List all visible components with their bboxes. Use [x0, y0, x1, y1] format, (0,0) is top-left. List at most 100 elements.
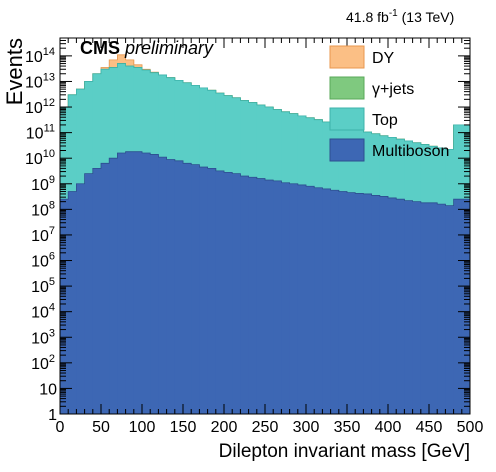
- histogram-bar: [347, 192, 356, 414]
- x-tick-label: 250: [252, 419, 279, 436]
- legend-swatch-multiboson: [329, 138, 365, 162]
- histogram-bar: [338, 191, 348, 414]
- histogram-bar: [429, 202, 438, 414]
- y-tick-label: 10: [39, 381, 57, 398]
- histogram-bar: [199, 167, 208, 414]
- legend: DY γ+jets Top Multiboson: [329, 45, 449, 162]
- histogram-bar: [412, 201, 422, 414]
- histogram-bar: [183, 163, 192, 414]
- histogram-bar: [461, 199, 471, 414]
- histogram-bar: [92, 168, 102, 414]
- x-axis-title: Dilepton invariant mass [GeV]: [219, 441, 470, 462]
- histogram-bar: [150, 154, 159, 414]
- histogram-bar: [265, 180, 274, 414]
- histogram-bar: [207, 168, 217, 414]
- histogram-bar: [117, 152, 126, 415]
- histogram-bar: [453, 199, 463, 414]
- x-tick-label: 400: [375, 419, 402, 436]
- x-tick-label: 50: [92, 419, 110, 436]
- cms-label: CMS preliminary: [80, 38, 214, 58]
- histogram-bar: [379, 196, 389, 414]
- y-tick-label: 108: [31, 199, 55, 219]
- lumi-exponent: -1: [389, 8, 398, 19]
- x-tick-label: 350: [334, 419, 361, 436]
- stack-outline: [60, 63, 470, 150]
- lumi-label: 41.8 fb-1 (13 TeV): [346, 8, 454, 25]
- y-tick-label: 107: [31, 225, 55, 245]
- y-tick-label: 1011: [26, 123, 55, 143]
- y-tick-label: 109: [31, 174, 55, 194]
- histogram-bar: [191, 164, 200, 414]
- y-tick-label: 1014: [25, 46, 55, 66]
- histogram-bar: [297, 184, 307, 414]
- histogram-bar: [314, 187, 323, 414]
- y-tick-label: 105: [31, 276, 55, 296]
- x-tick-label: 0: [56, 419, 65, 436]
- histogram-bar: [330, 190, 340, 414]
- legend-swatch-dy: [329, 45, 365, 69]
- histogram-bar: [306, 186, 315, 414]
- y-tick-label: 1012: [25, 97, 55, 117]
- legend-label-multiboson: Multiboson: [372, 143, 449, 160]
- histogram-bar: [142, 152, 151, 415]
- histogram-bar: [109, 158, 118, 414]
- histogram-bar: [371, 195, 381, 414]
- y-tick-label: 1: [48, 407, 57, 424]
- cms-extra-text: preliminary: [124, 38, 214, 58]
- histogram-bar: [133, 151, 143, 415]
- x-tick-label: 100: [129, 419, 156, 436]
- histogram-bar: [322, 188, 331, 414]
- histogram-bar: [363, 193, 372, 414]
- y-tick-label: 1010: [25, 148, 55, 168]
- histogram-bar: [101, 163, 110, 414]
- histogram-bar: [215, 170, 225, 414]
- y-tick-label: 104: [31, 302, 55, 322]
- x-tick-label: 200: [211, 419, 238, 436]
- x-tick-label: 500: [457, 419, 484, 436]
- histogram-bar: [355, 193, 364, 414]
- legend-swatch-jets: [329, 76, 365, 100]
- histogram-bar: [174, 160, 184, 414]
- histogram-bar: [84, 173, 94, 414]
- stack-multiboson-layer: [60, 151, 471, 415]
- histogram-bar: [437, 204, 446, 414]
- y-axis-ticks: 1 10 102 103 104 105 106 107 108 109 1010 1011 1012 1…: [25, 37, 470, 424]
- histogram-bar: [289, 183, 299, 414]
- histogram-bar: [404, 200, 413, 414]
- histogram-bar: [224, 172, 233, 414]
- legend-label-dy: DY: [372, 50, 395, 67]
- histogram-bar: [60, 199, 69, 414]
- histogram-bar: [256, 178, 266, 414]
- legend-label-top: Top: [372, 112, 398, 129]
- histogram-bar: [420, 202, 430, 414]
- histogram-bar: [281, 182, 290, 414]
- histogram-bar: [388, 197, 397, 414]
- histogram-bar: [445, 205, 454, 414]
- histogram-bar: [158, 157, 167, 414]
- x-tick-label: 150: [170, 419, 197, 436]
- y-tick-label: 102: [31, 353, 55, 373]
- stack-outline: [60, 151, 470, 207]
- histogram-bar: [396, 199, 405, 414]
- y-tick-label: 1013: [25, 71, 55, 91]
- histogram-bar: [166, 159, 176, 414]
- histogram-bar: [240, 176, 249, 414]
- lumi-value: 41.8 fb: [346, 9, 389, 25]
- histogram-bar: [273, 180, 282, 414]
- histogram-bar: [125, 151, 135, 415]
- y-tick-label: 106: [31, 251, 55, 271]
- legend-label-jets: γ+jets: [372, 81, 414, 98]
- y-axis-title: Events: [2, 38, 27, 105]
- x-tick-label: 300: [293, 419, 320, 436]
- lumi-energy: (13 TeV): [398, 9, 455, 25]
- histogram-bar: [232, 173, 241, 414]
- histogram-bar: [248, 177, 258, 414]
- cms-text: CMS: [80, 38, 120, 58]
- legend-swatch-top: [329, 107, 365, 131]
- histogram-bar: [68, 191, 77, 414]
- x-tick-label: 450: [416, 419, 443, 436]
- y-tick-label: 103: [31, 327, 55, 347]
- stacked-histogram: [60, 54, 471, 415]
- x-axis-ticks: 0 50 100 150 200 250 300 350 400 450 500: [56, 38, 484, 436]
